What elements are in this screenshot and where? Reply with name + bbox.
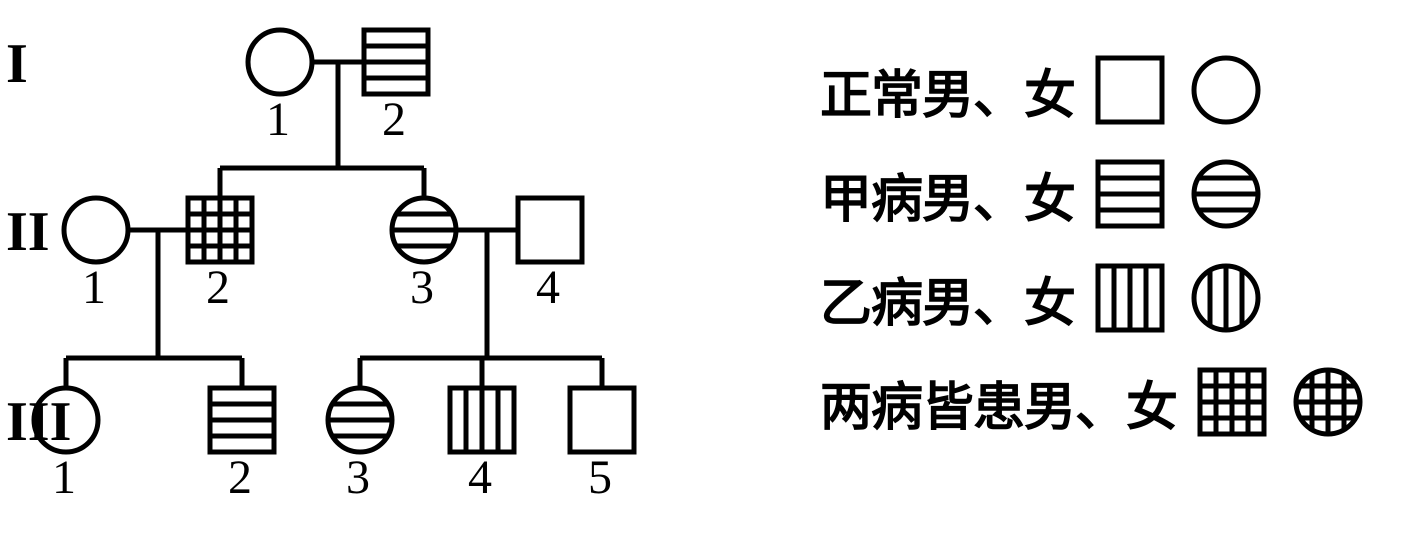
person-II-2 [188,198,252,262]
person-label: 1 [266,92,290,147]
legend-m-0 [1098,58,1162,122]
person-II-1 [64,198,128,262]
legend-f-1 [1194,162,1258,226]
person-II-3 [392,198,456,262]
person-III-4 [450,388,514,452]
legend-text: 乙病男、女 [820,261,1075,336]
person-label: 4 [468,450,492,505]
person-label: 3 [410,260,434,315]
legend-row: 乙病男、女 [820,263,1380,333]
legend-female-symbol [1189,53,1263,127]
person-III-3 [328,388,392,452]
legend-male-symbol [1093,261,1167,335]
legend-f-3 [1296,370,1360,434]
person-label: 1 [52,450,76,505]
legend: 正常男、女甲病男、女乙病男、女两病皆患男、女 [820,55,1380,471]
person-label: 1 [82,260,106,315]
person-label: 5 [588,450,612,505]
legend-m-1 [1098,162,1162,226]
generation-label: I [6,32,28,96]
legend-male-symbol [1093,157,1167,231]
legend-male-symbol [1195,365,1269,439]
legend-text: 两病皆患男、女 [820,365,1177,440]
person-III-2 [210,388,274,452]
legend-female-symbol [1189,261,1263,335]
legend-f-0 [1194,58,1258,122]
legend-text: 正常男、女 [820,53,1075,128]
person-I-2 [364,30,428,94]
pedigree-chart: IIIIII12123412345 [0,0,720,535]
person-label: 2 [206,260,230,315]
person-label: 3 [346,450,370,505]
legend-row: 两病皆患男、女 [820,367,1380,437]
legend-m-2 [1098,266,1162,330]
person-II-4 [518,198,582,262]
legend-female-symbol [1291,365,1365,439]
person-label: 2 [382,92,406,147]
legend-male-symbol [1093,53,1167,127]
generation-label: II [6,200,50,264]
person-III-5 [570,388,634,452]
person-label: 2 [228,450,252,505]
person-label: 4 [536,260,560,315]
legend-row: 甲病男、女 [820,159,1380,229]
legend-row: 正常男、女 [820,55,1380,125]
legend-f-2 [1194,266,1258,330]
legend-female-symbol [1189,157,1263,231]
legend-m-3 [1200,370,1264,434]
person-I-1 [248,30,312,94]
legend-text: 甲病男、女 [820,157,1075,232]
generation-label: III [6,390,71,454]
